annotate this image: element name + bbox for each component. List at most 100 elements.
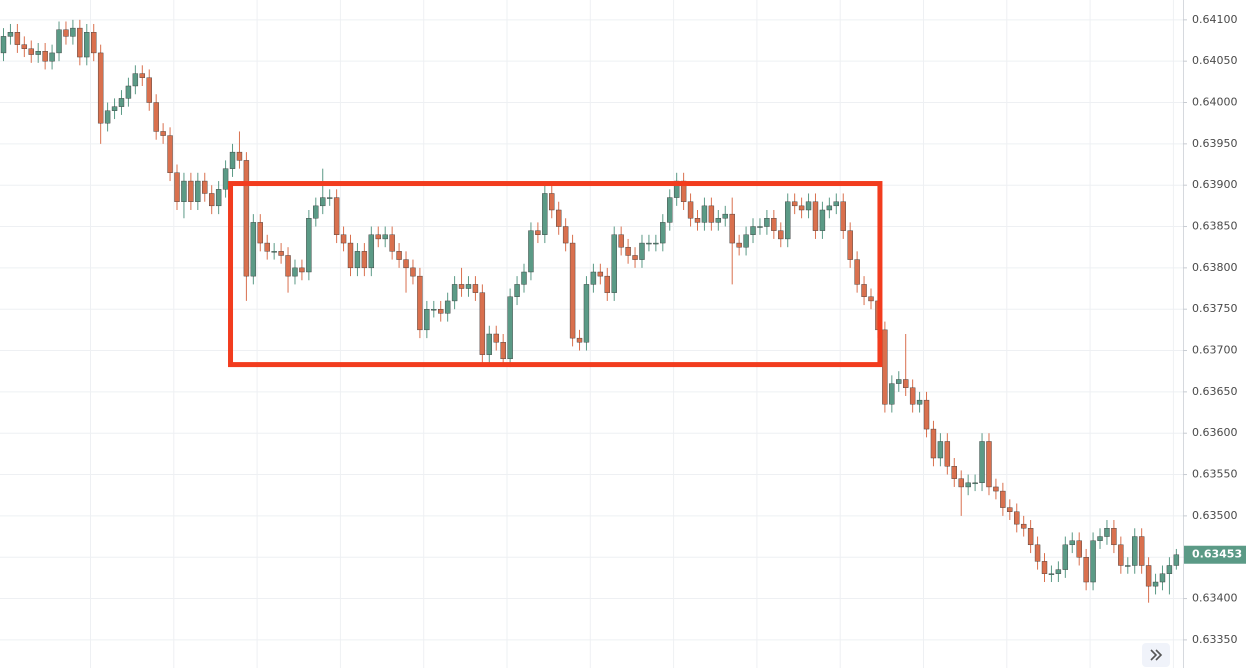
candle-body — [562, 226, 569, 244]
y-tick-label: 0.63650 — [1192, 385, 1238, 398]
candle-body — [667, 197, 673, 223]
candle-body — [236, 151, 243, 161]
candle-body — [347, 242, 354, 269]
candle-body — [28, 48, 34, 55]
candle-body — [1159, 573, 1166, 583]
price-axis: 0.633500.634000.634500.635000.635500.636… — [1183, 13, 1246, 646]
candle-body — [986, 441, 992, 488]
candle-body — [118, 98, 125, 107]
candle-body — [479, 292, 486, 355]
candle-body — [493, 333, 499, 343]
candle-body — [507, 296, 513, 360]
candle-body — [826, 205, 833, 211]
candle-body — [611, 234, 617, 293]
y-tick-label: 0.63400 — [1192, 592, 1238, 605]
candle-body — [264, 242, 270, 252]
candle-body — [1125, 565, 1131, 567]
candle-body — [271, 251, 277, 253]
candle-body — [632, 255, 638, 260]
candle-body — [285, 255, 291, 277]
candle-body — [1069, 540, 1075, 546]
candle-body — [514, 284, 520, 297]
y-tick-label: 0.64100 — [1192, 13, 1238, 26]
y-tick-label: 0.63700 — [1192, 344, 1238, 357]
candle-body — [1062, 544, 1069, 570]
candle-body — [417, 275, 423, 331]
candle-body — [993, 486, 999, 492]
candle-body — [1048, 573, 1055, 575]
candle-body — [451, 284, 458, 302]
candle-body — [104, 110, 111, 124]
candle-body — [556, 209, 562, 227]
candle-body — [937, 441, 944, 459]
y-tick-label: 0.63750 — [1192, 302, 1238, 315]
candle-body — [292, 267, 298, 277]
candle-body — [840, 201, 846, 231]
candle-body — [528, 230, 534, 273]
scroll-button-icon[interactable] — [1150, 649, 1163, 661]
candle-body — [916, 399, 923, 405]
candle-body — [77, 27, 83, 58]
candle-body — [153, 102, 159, 132]
candle-body — [21, 44, 28, 49]
candle-body — [597, 271, 604, 277]
candle-body — [590, 271, 597, 285]
candle-body — [1166, 565, 1173, 574]
candle-body — [84, 32, 90, 58]
candle-body — [396, 251, 402, 260]
candle-body — [438, 308, 444, 314]
candle-body — [299, 267, 305, 273]
candle-body — [243, 160, 250, 277]
candle-body — [868, 296, 874, 302]
grid — [0, 0, 1183, 668]
candle-body — [701, 205, 708, 223]
candle-body — [410, 267, 416, 277]
candle-body — [215, 189, 222, 207]
candle-body — [56, 29, 62, 54]
candle-body — [639, 242, 645, 260]
candle-body — [896, 379, 902, 384]
candle-body — [1104, 528, 1110, 537]
candle-body — [1132, 536, 1138, 566]
candle-body — [1041, 561, 1048, 574]
candle-body — [229, 151, 236, 169]
candle-body — [1173, 554, 1180, 566]
candle-body — [958, 478, 964, 488]
candle-body — [785, 201, 791, 240]
candle-body — [653, 242, 659, 245]
candle-body — [1118, 544, 1124, 566]
candle-body — [222, 168, 229, 190]
candle-body — [431, 308, 437, 311]
candle-body — [458, 284, 465, 289]
candle-body — [1152, 581, 1159, 587]
candle-body — [1145, 565, 1152, 587]
candle-body — [861, 284, 867, 297]
candle-body — [368, 234, 375, 269]
scroll-button[interactable] — [1142, 643, 1170, 667]
candle-body — [542, 193, 548, 235]
candle-body — [320, 197, 326, 207]
candle-body — [743, 234, 749, 248]
candle-body — [278, 251, 284, 256]
y-tick-label: 0.63550 — [1192, 468, 1238, 481]
candle-body — [403, 259, 409, 269]
candle-body — [847, 230, 853, 260]
candle-body — [1076, 540, 1082, 558]
candle-body — [618, 234, 624, 248]
candle-body — [382, 234, 388, 240]
last-price-box — [1184, 545, 1246, 564]
candle-body — [42, 51, 48, 62]
candle-body — [424, 308, 430, 331]
candle-body — [798, 205, 805, 211]
candle-body — [819, 209, 826, 231]
candle-body — [604, 275, 610, 293]
candle-body — [708, 205, 715, 223]
candle-body — [882, 329, 888, 405]
candle-body — [340, 234, 347, 244]
candle-body — [833, 201, 839, 207]
candle-body — [500, 342, 506, 360]
y-tick-label: 0.63900 — [1192, 178, 1238, 191]
candle-body — [333, 197, 340, 235]
candle-body — [444, 300, 451, 314]
